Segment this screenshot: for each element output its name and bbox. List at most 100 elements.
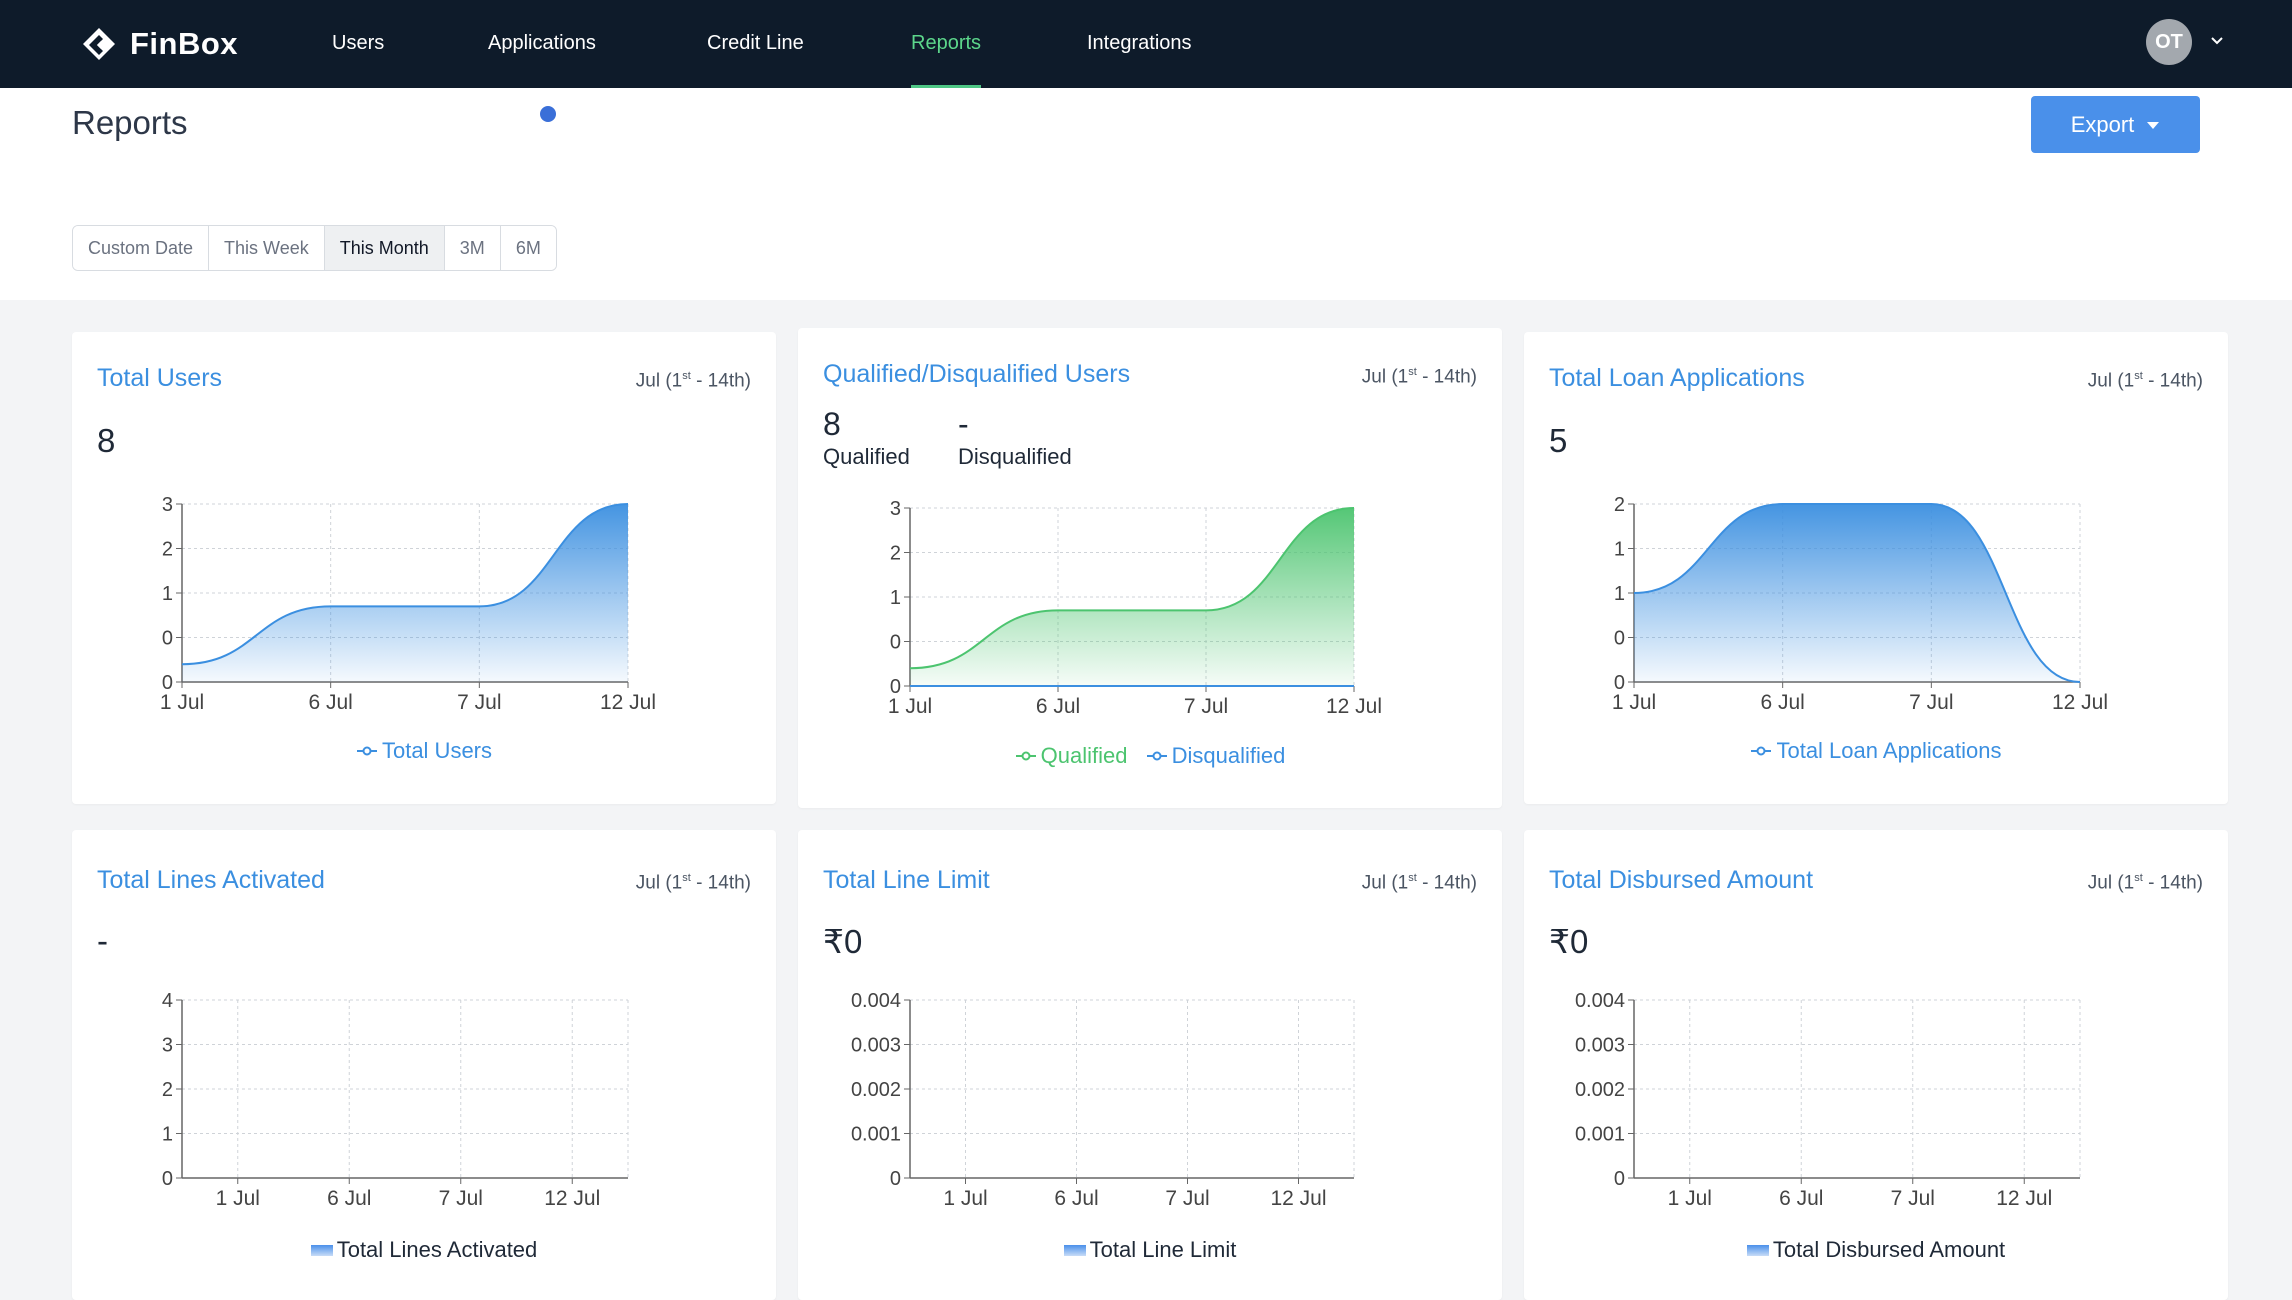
- series-area-total-loan-applications: [1634, 504, 2080, 682]
- line-marker-icon: [1015, 751, 1036, 761]
- x-tick-label: 12 Jul: [1326, 695, 1382, 718]
- y-tick-label: 1: [1614, 583, 1625, 605]
- x-tick-label: 7 Jul: [1909, 691, 1953, 714]
- bar-swatch-icon: [1746, 1245, 1769, 1256]
- card-date-range: Jul (1st - 14th): [2087, 872, 2203, 894]
- chart-legend: Qualified Disqualified: [798, 742, 1502, 769]
- legend-item-disqualified[interactable]: Disqualified: [1146, 743, 1285, 769]
- card-title: Qualified/Disqualified Users: [823, 360, 1131, 388]
- filter-custom-date[interactable]: Custom Date: [73, 226, 210, 270]
- card-value: 5: [1549, 422, 1568, 459]
- line-marker-icon: [1751, 746, 1772, 756]
- bar-swatch-icon: [1063, 1245, 1086, 1256]
- y-tick-label: 0: [1614, 672, 1625, 694]
- brand-name: FinBox: [130, 26, 239, 61]
- x-tick-label: 6 Jul: [327, 1187, 371, 1210]
- chart-grid: 0 0.001 0.002 0.003 0.004 1 Jul 6 Jul 7 Jul 12 J…: [851, 990, 1355, 1210]
- nav-item-users[interactable]: Users: [332, 32, 385, 54]
- y-tick-label: 0: [890, 632, 901, 654]
- card-date-range: Jul (1st - 14th): [2087, 370, 2203, 392]
- x-tick-label: 12 Jul: [600, 691, 656, 714]
- card-date-range: Jul (1st - 14th): [635, 872, 751, 894]
- card-title: Total Disbursed Amount: [1549, 866, 1814, 894]
- filter-this-week[interactable]: This Week: [209, 226, 325, 270]
- y-tick-label: 1: [162, 583, 173, 605]
- y-tick-label: 0: [1614, 628, 1625, 650]
- brand-logo[interactable]: FinBox: [82, 26, 238, 62]
- card-total-users: Total Users Jul (1st - 14th) 8 0 0 1 2 3 1 Ju…: [72, 332, 776, 804]
- nav-item-credit-line[interactable]: Credit Line: [707, 32, 804, 54]
- y-tick-label: 0: [890, 1168, 901, 1190]
- y-tick-label: 0: [162, 628, 173, 650]
- x-tick-label: 1 Jul: [943, 1187, 987, 1210]
- loan-applications-chart: 0 0 1 1 2 1 Jul 6 Jul 7 Jul 12 Jul: [1612, 494, 2108, 714]
- qualified-label: Qualified: [823, 444, 910, 469]
- card-value: -: [97, 922, 108, 959]
- filter-this-month[interactable]: This Month: [324, 226, 445, 270]
- chart-legend: Total Line Limit: [798, 1237, 1502, 1263]
- y-tick-label: 0.003: [851, 1035, 901, 1057]
- card-title: Total Loan Applications: [1549, 364, 1805, 392]
- line-marker-icon: [356, 746, 377, 756]
- y-tick-label: 2: [162, 539, 173, 561]
- export-button-label: Export: [2070, 111, 2135, 137]
- card-total-loan-applications: Total Loan Applications Jul (1st - 14th)…: [1524, 332, 2228, 804]
- card-title: Total Line Limit: [823, 866, 990, 894]
- chart-legend: Total Loan Applications: [1524, 737, 2228, 764]
- y-tick-label: 0.004: [1575, 990, 1625, 1012]
- nav-item-integrations[interactable]: Integrations: [1087, 32, 1192, 54]
- legend-item-qualified[interactable]: Qualified: [1015, 743, 1127, 769]
- legend-item-total-users[interactable]: Total Users: [356, 738, 492, 764]
- legend-item-total-loan-applications[interactable]: Total Loan Applications: [1750, 738, 2002, 764]
- disqualified-value: -: [958, 406, 969, 442]
- x-tick-label: 6 Jul: [1036, 695, 1080, 718]
- series-line-total-users: [181, 503, 629, 666]
- user-avatar[interactable]: OT: [2146, 19, 2192, 65]
- chart-legend: Total Disbursed Amount: [1524, 1237, 2228, 1263]
- x-tick-label: 12 Jul: [544, 1187, 600, 1210]
- y-tick-label: 2: [162, 1079, 173, 1101]
- series-area-qualified: [910, 508, 1354, 686]
- status-dot: [540, 106, 556, 122]
- nav-item-reports[interactable]: Reports: [911, 0, 982, 88]
- qualified-value: 8: [823, 406, 841, 442]
- y-tick-label: 1: [162, 1124, 173, 1146]
- card-title: Total Lines Activated: [97, 866, 325, 894]
- card-date-range: Jul (1st - 14th): [1361, 366, 1477, 388]
- disbursed-amount-chart: 0 0.001 0.002 0.003 0.004 1 Jul 6 Jul 7 Jul 12 J…: [1575, 990, 2081, 1210]
- x-tick-label: 1 Jul: [216, 1187, 260, 1210]
- chart-grid: 0 0.001 0.002 0.003 0.004 1 Jul 6 Jul 7 Jul 12 J…: [1575, 990, 2081, 1210]
- y-tick-label: 0: [1614, 1168, 1625, 1190]
- disqualified-label: Disqualified: [958, 444, 1072, 469]
- x-tick-label: 12 Jul: [2052, 691, 2108, 714]
- x-tick-label: 1 Jul: [1668, 1187, 1712, 1210]
- top-nav: FinBox Users Applications Credit Line Re…: [0, 0, 2292, 88]
- line-marker-icon: [1146, 751, 1167, 761]
- card-date-range: Jul (1st - 14th): [635, 370, 751, 392]
- y-tick-label: 3: [890, 498, 901, 520]
- bar-swatch-icon: [310, 1245, 333, 1256]
- card-qualified-users: Qualified/Disqualified Users Jul (1st - …: [798, 328, 1502, 808]
- chart-grid: 0 1 2 3 4 1 Jul 6 Jul 7 Jul 12 Jul: [162, 990, 629, 1210]
- filter-6m[interactable]: 6M: [500, 226, 556, 270]
- y-tick-label: 0: [162, 672, 173, 694]
- x-tick-label: 12 Jul: [1996, 1187, 2052, 1210]
- date-filter-group: Custom Date This Week This Month 3M 6M: [72, 225, 557, 271]
- legend-item-total-line-limit[interactable]: Total Line Limit: [1063, 1237, 1236, 1263]
- chart-legend: Total Users: [72, 737, 776, 764]
- legend-item-total-lines-activated[interactable]: Total Lines Activated: [310, 1237, 537, 1263]
- chart-legend: Total Lines Activated: [72, 1237, 776, 1263]
- chevron-down-icon[interactable]: [2208, 32, 2226, 50]
- card-value: 8: [97, 422, 116, 459]
- y-tick-label: 2: [1614, 494, 1625, 516]
- export-button[interactable]: Export: [2031, 96, 2200, 153]
- series-line-qualified: [909, 507, 1355, 670]
- page-header: Reports Export Custom Date This Week Thi…: [0, 88, 2292, 300]
- legend-item-total-disbursed-amount[interactable]: Total Disbursed Amount: [1746, 1237, 2005, 1263]
- x-tick-label: 6 Jul: [1779, 1187, 1823, 1210]
- filter-3m[interactable]: 3M: [444, 226, 501, 270]
- nav-item-applications[interactable]: Applications: [488, 32, 596, 54]
- card-total-disbursed-amount: Total Disbursed Amount Jul (1st - 14th) …: [1524, 830, 2228, 1300]
- x-tick-label: 7 Jul: [457, 691, 501, 714]
- qualified-users-chart: 0 0 1 2 3 1 Jul 6 Jul 7 Jul 12 Jul: [888, 498, 1382, 718]
